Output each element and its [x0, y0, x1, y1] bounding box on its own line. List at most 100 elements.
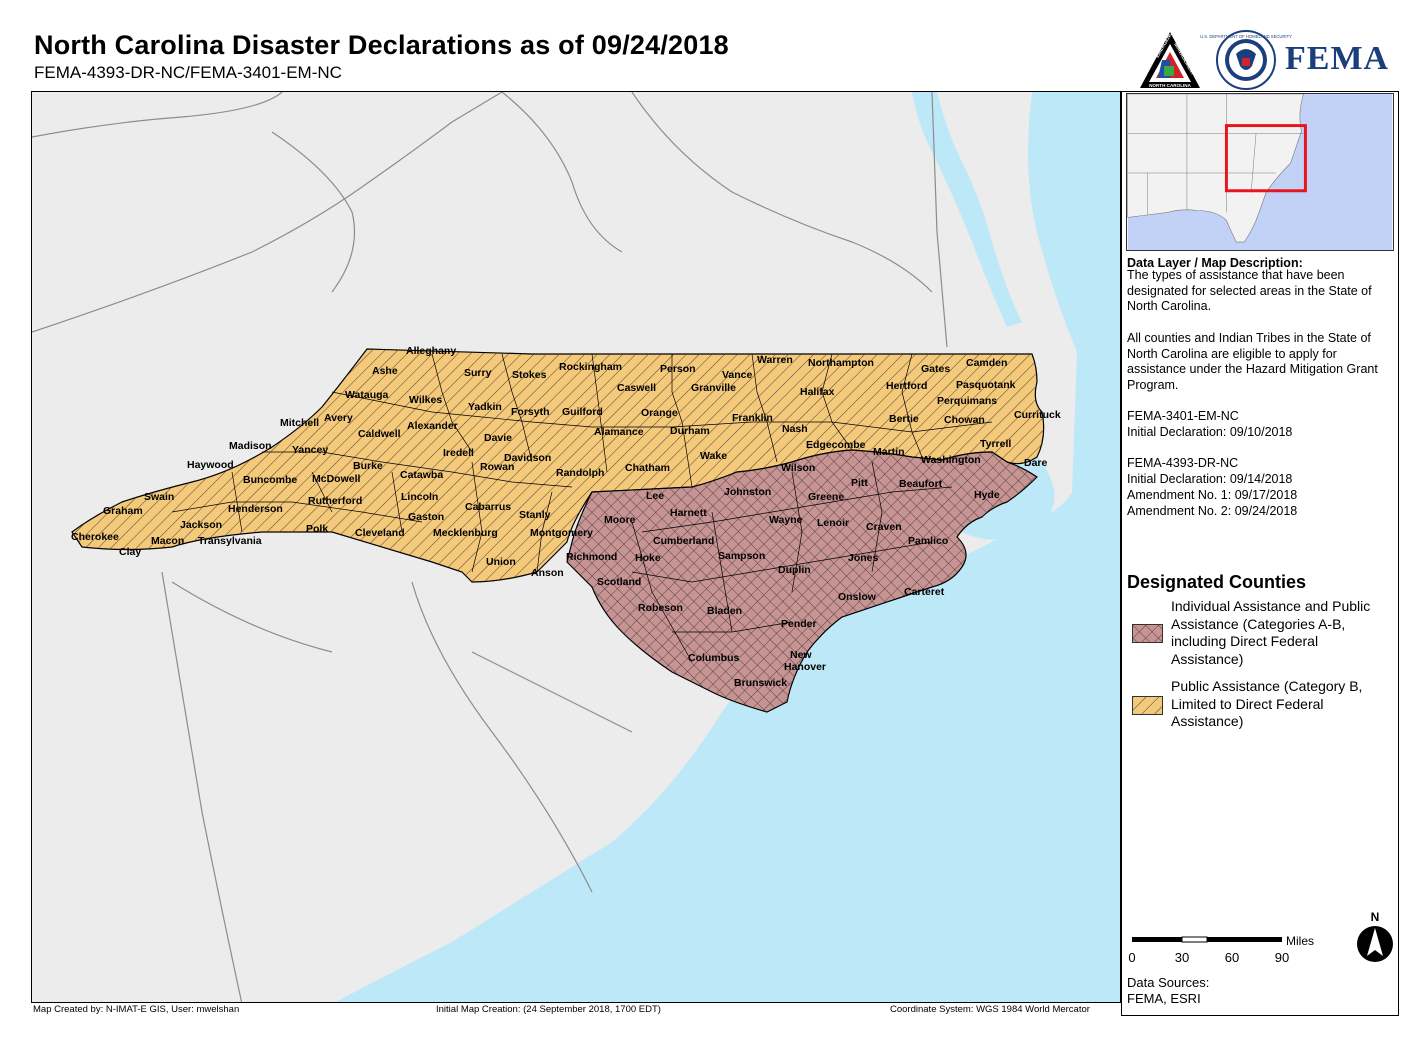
county-label: Edgecombe — [806, 439, 866, 451]
county-label: Cumberland — [653, 535, 714, 547]
description-para: FEMA-3401-EM-NC Initial Declaration: 09/… — [1127, 409, 1293, 439]
county-label: Polk — [306, 523, 328, 535]
county-label: Craven — [866, 521, 902, 533]
county-label: Wilson — [781, 462, 815, 474]
county-label: Macon — [151, 535, 184, 547]
county-label: Wake — [700, 450, 727, 462]
county-label: Halifax — [800, 386, 835, 398]
county-label: Vance — [722, 369, 753, 381]
county-label: Guilford — [562, 406, 603, 418]
map-title: North Carolina Disaster Declarations as … — [34, 30, 729, 60]
county-label: Stanly — [519, 509, 551, 521]
county-label: Haywood — [187, 459, 234, 471]
county-label: Pitt — [851, 477, 868, 489]
county-label: Pamlico — [908, 535, 948, 547]
county-boundaries — [171, 353, 993, 663]
county-label: Davidson — [504, 452, 551, 464]
county-label: Currituck — [1014, 409, 1061, 421]
nc-em-bottom-text: NORTH CAROLINA — [1149, 83, 1192, 88]
data-sources: Data Sources: FEMA, ESRI — [1127, 975, 1209, 1006]
north-label: N — [1371, 910, 1380, 924]
county-label: Robeson — [638, 602, 683, 614]
county-label: Forsyth — [511, 406, 550, 418]
county-label: Wilkes — [409, 394, 442, 406]
county-label: Clay — [119, 546, 141, 558]
county-label: Montgomery — [530, 527, 593, 539]
legend-label-pa: Public Assistance (Category B, Limited t… — [1171, 678, 1363, 730]
county-label: Yancey — [292, 444, 328, 456]
county-label: Bladen — [707, 605, 742, 617]
description-heading: Data Layer / Map Description: — [1127, 256, 1303, 270]
legend-label-ia-pa: Individual Assistance and Public Assista… — [1171, 598, 1371, 668]
county-label: Dare — [1024, 457, 1048, 469]
side-panel: Data Layer / Map Description: The types … — [1121, 91, 1399, 1016]
county-label: Durham — [670, 425, 710, 437]
county-label: Wayne — [769, 514, 803, 526]
scale-bar: 0 30 60 90 Miles N — [1128, 934, 1314, 965]
inset-state-lines — [1127, 94, 1304, 215]
county-label: Nash — [782, 423, 808, 435]
scale-tick: 0 — [1128, 950, 1135, 965]
inset-land — [1127, 94, 1304, 243]
main-map[interactable]: Alleghany Ashe Surry Stokes Rockingham P… — [31, 91, 1121, 1003]
county-label: Burke — [353, 460, 383, 472]
county-label: Hoke — [635, 552, 661, 564]
county-label: Lincoln — [401, 491, 438, 503]
north-arrow-icon: N — [1357, 910, 1393, 962]
description-para: FEMA-4393-DR-NC Initial Declaration: 09/… — [1127, 456, 1298, 518]
county-label: Cabarrus — [465, 501, 511, 513]
county-label: Warren — [757, 354, 793, 366]
county-label: Gaston — [408, 511, 444, 523]
county-label: Caldwell — [358, 428, 401, 440]
county-label: Alamance — [594, 426, 644, 438]
county-label: Alexander — [407, 420, 458, 432]
locator-inset-map[interactable] — [1126, 93, 1394, 251]
county-label: Catawba — [400, 469, 443, 481]
county-label: Lee — [646, 490, 664, 502]
county-label: Onslow — [838, 591, 877, 603]
county-label: Orange — [641, 407, 678, 419]
county-label: Martin — [873, 446, 905, 458]
county-label: Iredell — [443, 447, 474, 459]
county-label: Chowan — [944, 414, 985, 426]
county-label: Perquimans — [937, 395, 997, 407]
county-label: McDowell — [312, 473, 361, 485]
state-borders — [32, 92, 948, 1002]
county-label: Lenoir — [817, 517, 849, 529]
county-label: Brunswick — [734, 677, 787, 689]
county-label: Graham — [103, 505, 143, 517]
county-label: Greene — [808, 491, 844, 503]
legend-swatch-pa — [1132, 696, 1163, 715]
nc-county-map: Alleghany Ashe Surry Stokes Rockingham P… — [32, 92, 1120, 1002]
county-label: New Hanover — [784, 649, 826, 673]
nc-emergency-management-logo: EMERGENCY MANAGEMENT NORTH CAROLINA — [1140, 30, 1200, 88]
description-body: The types of assistance that have been d… — [1127, 268, 1392, 535]
scale-tick: 90 — [1275, 950, 1289, 965]
county-label: Gates — [921, 363, 950, 375]
county-label: Watauga — [345, 389, 389, 401]
scale-tick: 60 — [1225, 950, 1239, 965]
county-labels: Alleghany Ashe Surry Stokes Rockingham P… — [71, 345, 1061, 689]
scale-units: Miles — [1286, 934, 1314, 948]
county-label: Carteret — [904, 586, 945, 598]
county-label: Jones — [848, 552, 879, 564]
county-label: Union — [486, 556, 516, 568]
county-label: Anson — [531, 567, 564, 579]
county-label: Davie — [484, 432, 512, 444]
fema-wordmark: FEMA — [1285, 40, 1390, 77]
county-label: Mecklenburg — [433, 527, 498, 539]
footer-created-by: Map Created by: N-IMAT-E GIS, User: mwel… — [33, 1004, 240, 1015]
county-label: Moore — [604, 514, 636, 526]
county-label: Camden — [966, 357, 1007, 369]
county-label: Franklin — [732, 412, 773, 424]
county-label: Henderson — [228, 503, 283, 515]
county-label: Bertie — [889, 413, 919, 425]
county-label: Washington — [921, 454, 981, 466]
footer-creation-date: Initial Map Creation: (24 September 2018… — [436, 1004, 661, 1015]
county-label: Yadkin — [468, 401, 502, 413]
county-label: Harnett — [670, 507, 707, 519]
county-label: Avery — [324, 412, 353, 424]
county-label: Rutherford — [308, 495, 362, 507]
county-label: Madison — [229, 440, 272, 452]
county-label: Duplin — [778, 564, 811, 576]
